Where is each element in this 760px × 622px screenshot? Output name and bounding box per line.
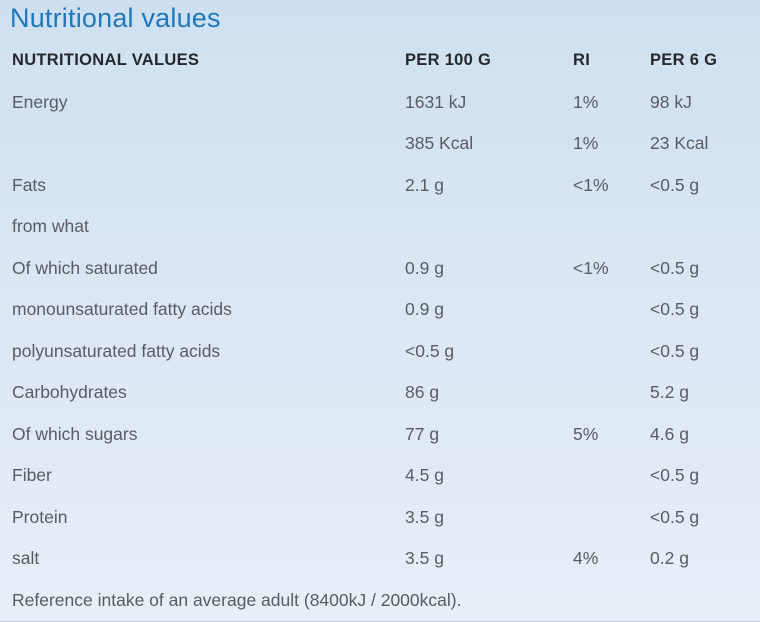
row-label: Of which saturated bbox=[12, 257, 158, 278]
row-label: Energy bbox=[12, 91, 68, 112]
header-label: NUTRITIONAL VALUES bbox=[12, 51, 200, 70]
value-per-100g: 3.5 g bbox=[405, 548, 444, 569]
row-label: monounsaturated fatty acids bbox=[12, 299, 232, 320]
value-per-6g: 98 kJ bbox=[650, 91, 692, 112]
value-per-6g: <0.5 g bbox=[650, 340, 700, 361]
value-ri: 5% bbox=[573, 423, 599, 444]
row-label: Fiber bbox=[12, 465, 52, 486]
value-per-100g: 2.1 g bbox=[405, 174, 444, 195]
value-per-100g: 3.5 g bbox=[405, 506, 444, 527]
table-row: monounsaturated fatty acids 0.9 g <0.5 g bbox=[0, 289, 760, 331]
value-per-6g: <0.5 g bbox=[650, 506, 700, 527]
row-label: Of which sugars bbox=[12, 423, 138, 444]
value-per-100g: <0.5 g bbox=[405, 340, 455, 361]
value-per-100g: 0.9 g bbox=[405, 299, 444, 320]
value-per-6g: <0.5 g bbox=[650, 257, 700, 278]
value-per-6g: 23 Kcal bbox=[650, 133, 709, 154]
header-per-6g: PER 6 G bbox=[650, 51, 718, 70]
table-row: Protein 3.5 g <0.5 g bbox=[0, 497, 760, 539]
nutrition-table: NUTRITIONAL VALUES PER 100 G RI PER 6 G … bbox=[0, 40, 760, 621]
table-header-row: NUTRITIONAL VALUES PER 100 G RI PER 6 G bbox=[0, 40, 760, 82]
row-label: Carbohydrates bbox=[12, 382, 127, 403]
value-per-100g: 1631 kJ bbox=[405, 91, 467, 112]
row-label: polyunsaturated fatty acids bbox=[12, 340, 221, 361]
row-label: from what bbox=[12, 216, 89, 237]
table-row: Energy 1631 kJ 1% 98 kJ bbox=[0, 82, 760, 124]
value-ri: 1% bbox=[573, 133, 599, 154]
reference-intake-note: Reference intake of an average adult (84… bbox=[12, 589, 462, 610]
table-row: polyunsaturated fatty acids <0.5 g <0.5 … bbox=[0, 331, 760, 373]
value-per-100g: 0.9 g bbox=[405, 257, 444, 278]
table-row: Carbohydrates 86 g 5.2 g bbox=[0, 372, 760, 414]
value-ri: <1% bbox=[573, 174, 609, 195]
table-row: from what bbox=[0, 206, 760, 248]
header-ri: RI bbox=[573, 51, 591, 70]
table-row: salt 3.5 g 4% 0.2 g bbox=[0, 538, 760, 580]
row-label: Fats bbox=[12, 174, 47, 195]
value-per-100g: 385 Kcal bbox=[405, 133, 474, 154]
value-per-6g: 4.6 g bbox=[650, 423, 689, 444]
value-per-6g: <0.5 g bbox=[650, 174, 700, 195]
value-ri: 1% bbox=[573, 91, 599, 112]
value-ri: 4% bbox=[573, 548, 599, 569]
value-per-6g: 5.2 g bbox=[650, 382, 689, 403]
header-per-100g: PER 100 G bbox=[405, 51, 492, 70]
table-row: Of which saturated 0.9 g <1% <0.5 g bbox=[0, 248, 760, 290]
table-row: Fiber 4.5 g <0.5 g bbox=[0, 455, 760, 497]
value-ri: <1% bbox=[573, 257, 609, 278]
value-per-6g: <0.5 g bbox=[650, 299, 700, 320]
page-title: Nutritional values bbox=[10, 3, 221, 33]
row-label: salt bbox=[12, 548, 40, 569]
value-per-100g: 77 g bbox=[405, 423, 440, 444]
table-row: 385 Kcal 1% 23 Kcal bbox=[0, 123, 760, 165]
value-per-100g: 86 g bbox=[405, 382, 440, 403]
table-row: Fats 2.1 g <1% <0.5 g bbox=[0, 165, 760, 207]
table-row: Of which sugars 77 g 5% 4.6 g bbox=[0, 414, 760, 456]
value-per-100g: 4.5 g bbox=[405, 465, 444, 486]
value-per-6g: <0.5 g bbox=[650, 465, 700, 486]
row-label: Protein bbox=[12, 506, 68, 527]
reference-intake-note-row: Reference intake of an average adult (84… bbox=[0, 580, 760, 622]
value-per-6g: 0.2 g bbox=[650, 548, 689, 569]
